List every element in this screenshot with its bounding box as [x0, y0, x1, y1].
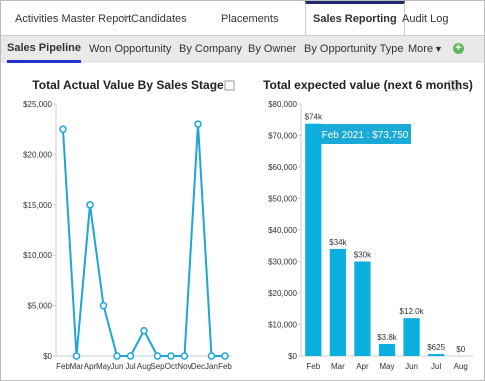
point — [207, 352, 216, 360]
point — [72, 352, 81, 360]
expand-icon[interactable] — [448, 80, 459, 91]
y-tick-label: $0 — [288, 352, 297, 361]
add-button[interactable]: + — [453, 43, 464, 54]
y-tick-label: $40,000 — [268, 226, 297, 235]
y-tick-label: $0 — [43, 352, 52, 361]
subtab[interactable]: Won Opportunity — [89, 43, 172, 55]
x-tick-label: Jun — [405, 362, 418, 371]
x-tick-label: Jul — [125, 362, 135, 371]
subtab[interactable]: By Company — [179, 43, 242, 55]
x-tick-label: Sep — [150, 362, 165, 371]
bar — [378, 344, 396, 356]
point — [126, 352, 135, 360]
x-tick-label: May — [379, 362, 394, 371]
y-tick-label: $5,000 — [28, 302, 53, 311]
point — [140, 327, 148, 335]
y-tick-label: $25,000 — [23, 100, 52, 109]
point — [221, 352, 229, 360]
line — [62, 124, 225, 357]
tooltip: Feb 2021 : $73,750 — [319, 124, 411, 144]
x-tick-label: Aug — [454, 362, 468, 371]
value-label: $30k — [354, 251, 372, 260]
x-tick-label: Mar — [70, 362, 84, 371]
point — [194, 120, 202, 128]
chart-title: Total Actual Value By Sales Stage — [32, 78, 224, 92]
x-tick-label: Apr — [84, 362, 97, 371]
subtab[interactable]: More — [408, 43, 434, 55]
point — [99, 301, 108, 310]
value-label: $3.8k — [377, 333, 398, 342]
subtab[interactable]: By Opportunity Type — [304, 43, 404, 55]
subtab[interactable]: By Owner — [248, 43, 297, 55]
tab[interactable]: Sales Reporting — [305, 1, 405, 35]
x-tick-label: Feb — [56, 362, 70, 371]
value-label: $12.0k — [400, 307, 425, 316]
point — [86, 201, 94, 209]
x-tick-label: Oct — [165, 362, 178, 371]
x-tick-label: Feb — [306, 362, 320, 371]
x-tick-label: Dec — [191, 362, 205, 371]
value-label: $34k — [329, 238, 347, 247]
value-label: $74k — [305, 113, 323, 122]
y-tick-label: $60,000 — [268, 163, 297, 172]
y-tick-label: $70,000 — [268, 132, 297, 141]
point — [153, 352, 162, 360]
subtab[interactable]: Sales Pipeline — [7, 36, 81, 63]
tooltip-box — [319, 124, 411, 144]
point — [113, 352, 121, 360]
bar — [403, 318, 420, 356]
dropdown-arrow[interactable]: ▼ — [434, 44, 443, 54]
y-tick-label: $50,000 — [268, 195, 297, 204]
x-tick-label: May — [96, 362, 111, 371]
y-tick-label: $10,000 — [23, 251, 52, 260]
bar — [305, 123, 322, 356]
point — [167, 352, 175, 360]
charts: Total Actual Value By Sales Stage $0 $5,00… — [23, 78, 473, 371]
x-tick-label: Aug — [137, 362, 151, 371]
subtab-bar: Sales Pipeline Won Opportunity By Compan… — [1, 35, 484, 63]
x-tick-label: Feb — [218, 362, 232, 371]
expand-icon[interactable] — [224, 80, 235, 91]
bar — [428, 354, 445, 356]
y-tick-label: $30,000 — [268, 258, 297, 267]
y-tick-label: $20,000 — [268, 289, 297, 298]
point — [59, 125, 67, 133]
chart-title: Total expected value (next 6 months) — [263, 78, 473, 92]
y-tick-label: $15,000 — [23, 201, 52, 210]
star-icon[interactable]: ★ — [120, 13, 130, 25]
tab[interactable]: Placements — [221, 13, 279, 25]
tab[interactable]: Activities Master Report — [15, 13, 132, 25]
bar — [354, 261, 371, 356]
x-tick-label: Apr — [356, 362, 369, 371]
tab[interactable]: Audit Log — [402, 13, 449, 25]
x-tick-label: Jul — [431, 362, 441, 371]
value-label: $625 — [427, 343, 445, 352]
y-tick-label: $20,000 — [23, 150, 52, 159]
tab[interactable]: Candidates — [131, 13, 187, 25]
y-tick-label: $80,000 — [268, 100, 297, 109]
x-tick-label: Jun — [111, 362, 124, 371]
bar — [329, 248, 346, 356]
x-tick-label: Nov — [177, 362, 191, 371]
point — [180, 352, 189, 360]
value-label: $0 — [456, 345, 465, 354]
x-tick-label: Jan — [205, 362, 218, 371]
x-tick-label: Mar — [331, 362, 345, 371]
y-tick-label: $10,000 — [268, 321, 297, 330]
tooltip-text: Feb 2021 : $73,750 — [322, 130, 409, 141]
